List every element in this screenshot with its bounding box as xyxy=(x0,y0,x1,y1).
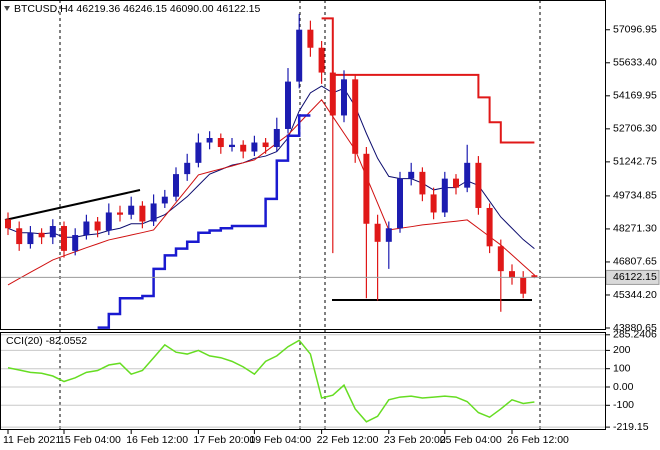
indicator-line xyxy=(321,17,535,144)
cci-tick-label: -100 xyxy=(613,399,634,411)
y-tick-label: 54169.95 xyxy=(613,90,657,102)
candle-body xyxy=(307,29,314,48)
cci-tick-label: 0.00 xyxy=(613,381,634,393)
candle-body xyxy=(329,72,336,116)
main-frame xyxy=(0,0,606,330)
candle-body xyxy=(453,178,459,188)
y-tick-label: 55633.40 xyxy=(613,57,657,69)
candle-body xyxy=(206,138,213,143)
candle-body xyxy=(128,205,135,215)
candle-body xyxy=(83,221,90,236)
candle-body xyxy=(139,205,146,222)
indicator-line xyxy=(97,114,311,329)
y-tick-label: 57096.95 xyxy=(613,24,657,36)
candle-body xyxy=(94,221,101,231)
candle-body xyxy=(273,128,280,148)
candle-body xyxy=(464,162,471,188)
candle-body xyxy=(16,228,23,245)
candle-body xyxy=(397,178,403,229)
cci-frame xyxy=(0,332,606,430)
candle-body xyxy=(385,228,392,242)
y-tick-label: 51242.75 xyxy=(613,156,657,168)
x-tick-label: 19 Feb 04:00 xyxy=(249,434,311,446)
cci-tick-label: 100 xyxy=(613,362,631,374)
y-tick-label: 52706.30 xyxy=(613,123,657,135)
x-tick-label: 23 Feb 20:00 xyxy=(384,434,446,446)
cci-tick-label: 285.2406 xyxy=(613,329,657,341)
y-tick-label: 49734.85 xyxy=(613,190,657,202)
candle-body xyxy=(262,142,269,148)
candle-body xyxy=(251,142,258,152)
candle-body xyxy=(195,142,202,163)
indicator-line xyxy=(7,339,535,423)
candle-body xyxy=(352,79,359,154)
candle-body xyxy=(38,232,45,238)
menu-icon xyxy=(4,6,10,11)
candle-body xyxy=(430,194,437,213)
candle-body xyxy=(61,226,67,251)
candle-body xyxy=(49,226,56,238)
candle-body xyxy=(341,79,347,116)
candle-body xyxy=(72,235,79,251)
candle-body xyxy=(105,212,112,231)
x-tick-label: 15 Feb 04:00 xyxy=(59,434,121,446)
y-tick-label: 48271.30 xyxy=(613,223,657,235)
y-tick-label: 46807.65 xyxy=(613,256,657,268)
candle-body xyxy=(161,196,168,204)
candle-body xyxy=(475,162,482,208)
candle-body xyxy=(117,212,123,215)
candle-body xyxy=(441,178,448,213)
chart-title: BTCUSD,H4 46219.36 46246.15 46090.00 461… xyxy=(14,3,261,15)
candle-body xyxy=(184,162,191,175)
candle-body xyxy=(419,171,426,195)
x-tick-label: 25 Feb 04:00 xyxy=(440,434,502,446)
trendline xyxy=(4,189,141,221)
indicator-line xyxy=(7,99,535,286)
candle-body xyxy=(531,275,538,278)
candle-body xyxy=(296,29,303,82)
candle-body xyxy=(27,232,34,245)
candle-body xyxy=(408,171,415,179)
candle-body xyxy=(285,81,291,129)
candle-body xyxy=(318,47,325,73)
cci-title: CCI(20) -82.0552 xyxy=(6,335,87,347)
candle-body xyxy=(229,144,235,148)
y-tick-label: 45344.20 xyxy=(613,289,657,301)
current-price-label: 46122.15 xyxy=(613,271,657,283)
candle-body xyxy=(520,277,527,294)
candle-body xyxy=(5,219,11,229)
x-tick-label: 17 Feb 20:00 xyxy=(193,434,255,446)
x-tick-label: 26 Feb 12:00 xyxy=(507,434,569,446)
candle-body xyxy=(240,144,247,152)
candle-body xyxy=(486,207,493,247)
candle-body xyxy=(150,203,157,222)
candle-body xyxy=(497,246,504,272)
candle-body xyxy=(509,271,515,278)
candle-body xyxy=(173,174,179,197)
x-tick-label: 11 Feb 2021 xyxy=(3,434,61,446)
x-tick-label: 22 Feb 12:00 xyxy=(317,434,379,446)
cci-tick-label: 200 xyxy=(613,344,631,356)
x-tick-label: 16 Feb 12:00 xyxy=(126,434,188,446)
candle-body xyxy=(217,138,224,148)
candle-body xyxy=(363,153,370,224)
y-tick-label: 43880.65 xyxy=(613,322,657,334)
candle-body xyxy=(374,223,381,242)
cci-tick-label: -219.15 xyxy=(613,421,649,433)
